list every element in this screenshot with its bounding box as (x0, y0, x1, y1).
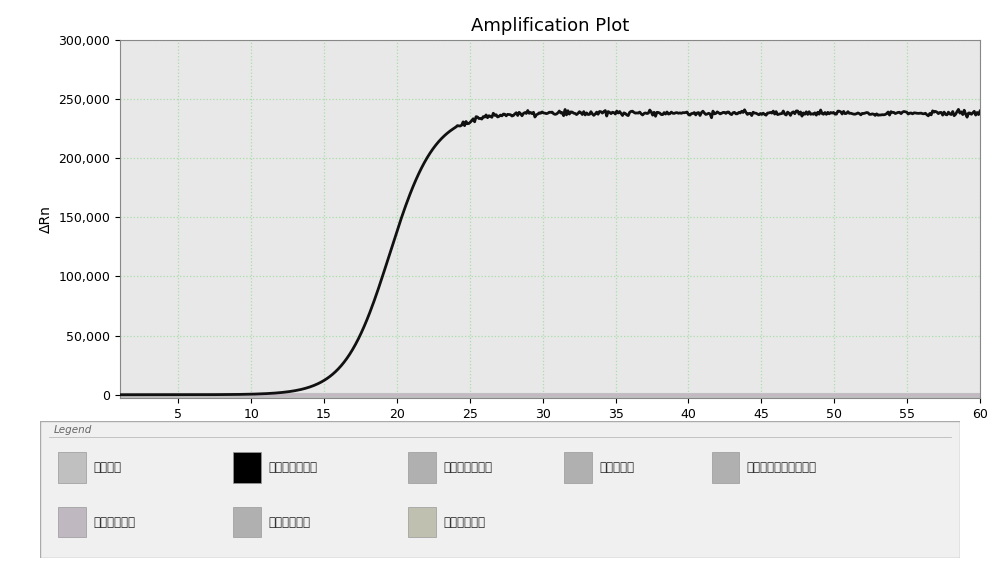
Bar (408, 452, 436, 483)
Title: Amplification Plot: Amplification Plot (471, 18, 629, 35)
Text: 阪崎肠杆菌: 阪崎肠杆菌 (599, 461, 634, 474)
Bar (564, 452, 592, 483)
Bar (233, 507, 261, 537)
Text: 鼠伤寒沙门氏菌: 鼠伤寒沙门氏菌 (443, 461, 492, 474)
Bar (712, 452, 739, 483)
FancyBboxPatch shape (40, 421, 960, 558)
Bar (233, 452, 261, 483)
Text: 阴性对照: 阴性对照 (93, 461, 121, 474)
Text: 大肠埃希氏菌: 大肠埃希氏菌 (268, 516, 310, 529)
Y-axis label: ΔRn: ΔRn (39, 205, 53, 233)
Bar (408, 507, 436, 537)
Text: Legend: Legend (54, 425, 92, 435)
Text: 金黄色葡萄球菌: 金黄色葡萄球菌 (268, 461, 317, 474)
X-axis label: Cycle: Cycle (529, 427, 571, 442)
Bar (58, 507, 86, 537)
Text: 副溶血性弧菌: 副溶血性弧菌 (443, 516, 485, 529)
Text: 福氏志贺氏菌: 福氏志贺氏菌 (93, 516, 135, 529)
Bar (58, 452, 86, 483)
Text: 单细胞增生李斯特氏菌: 单细胞增生李斯特氏菌 (747, 461, 817, 474)
